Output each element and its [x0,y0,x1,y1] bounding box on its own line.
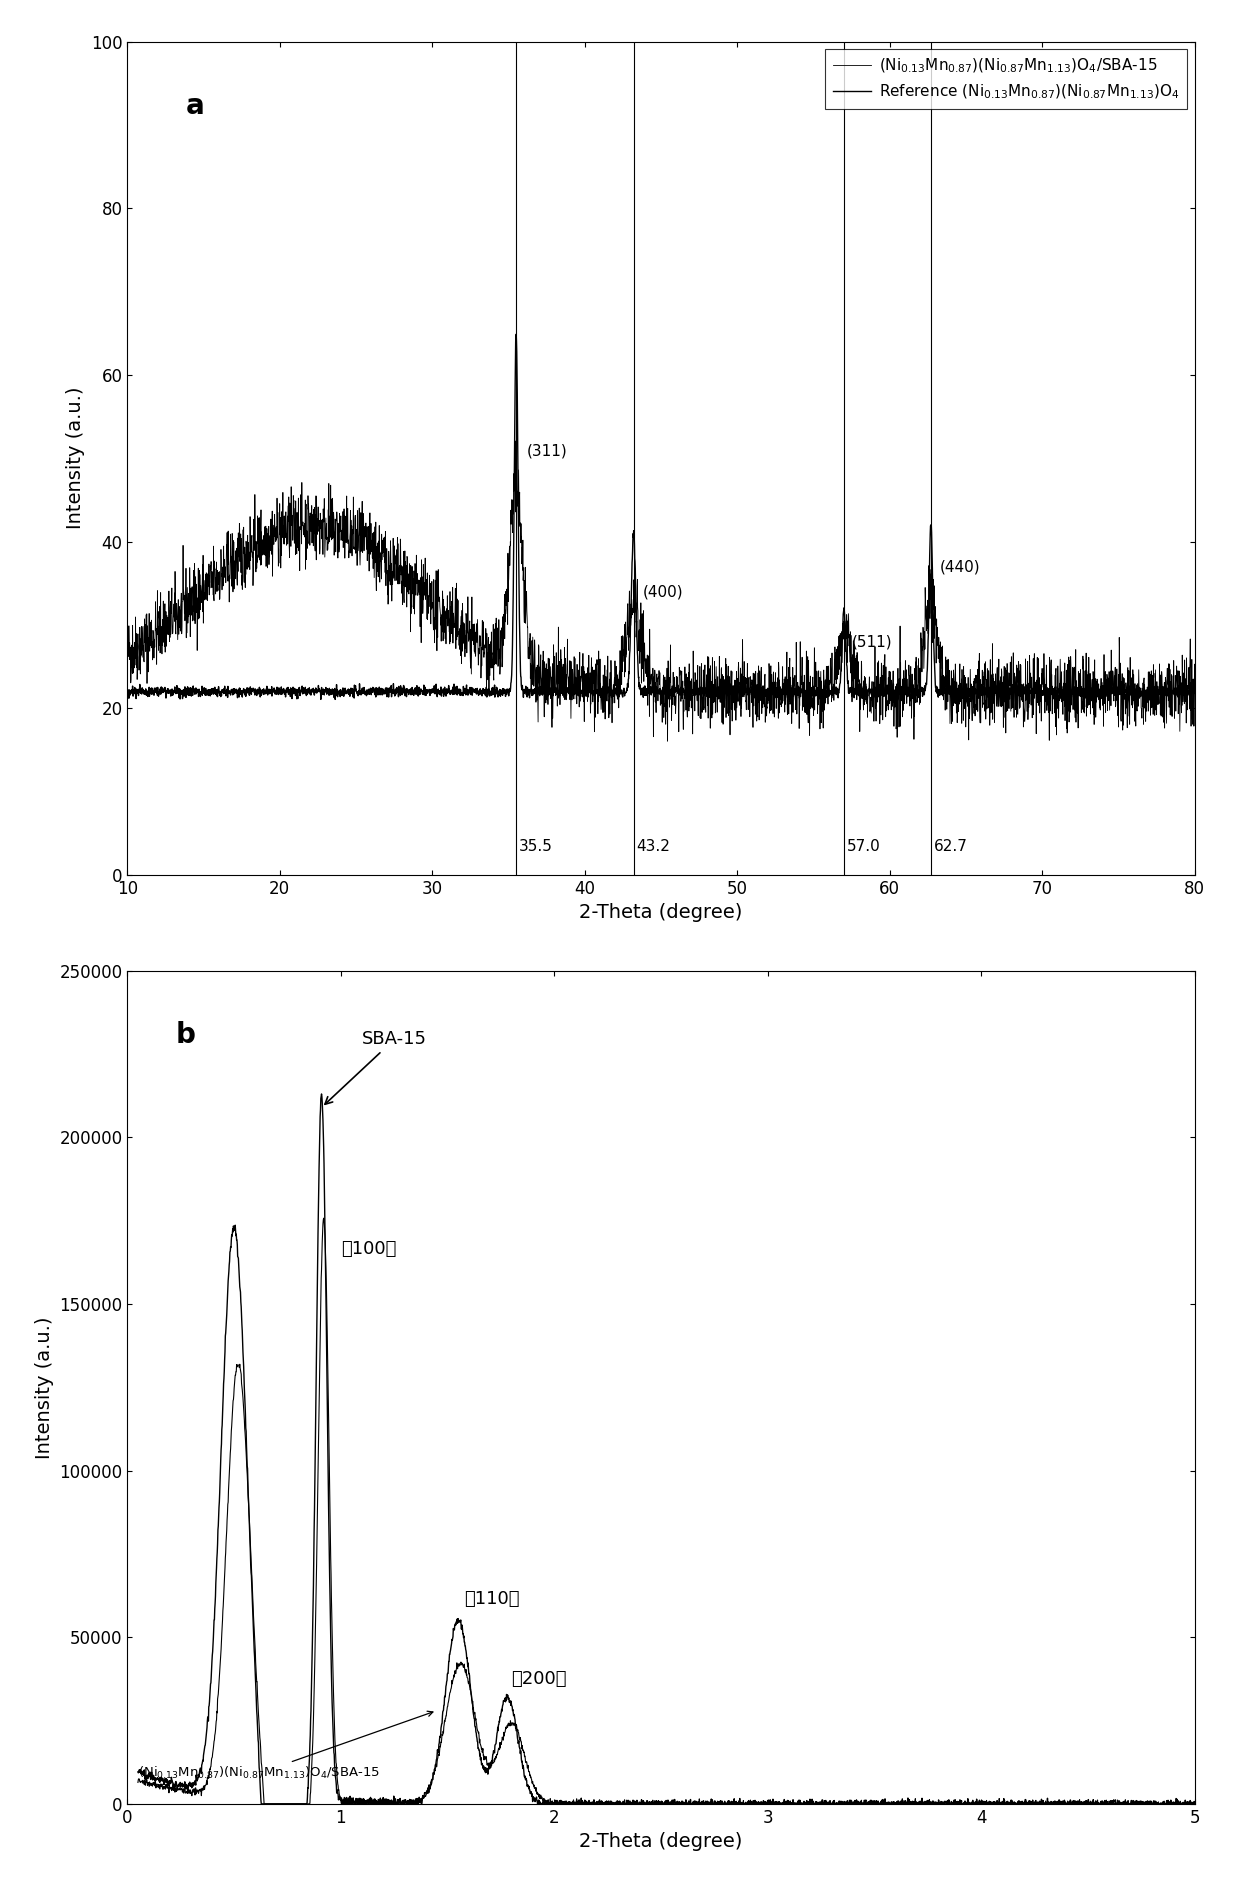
Reference (Ni$_{0.13}$Mn$_{0.87}$)(Ni$_{0.87}$Mn$_{1.13}$)O$_4$ [1188,675,1203,698]
Y-axis label: Intensity (a.u.): Intensity (a.u.) [66,387,86,530]
Text: (311): (311) [527,443,568,458]
Text: (511): (511) [852,636,893,651]
Text: 62.7: 62.7 [934,839,968,854]
Reference (Ni$_{0.13}$Mn$_{0.87}$)(Ni$_{0.87}$Mn$_{1.13}$)O$_4$ [1154,681,1169,703]
(Ni$_{0.13}$Mn$_{0.87}$)(Ni$_{0.87}$Mn$_{1.13}$)O$_4$/SBA-15 [1188,673,1203,696]
Reference (Ni$_{0.13}$Mn$_{0.87}$)(Ni$_{0.87}$Mn$_{1.13}$)O$_4$ [1102,683,1117,705]
Legend: (Ni$_{0.13}$Mn$_{0.87}$)(Ni$_{0.87}$Mn$_{1.13}$)O$_4$/SBA-15, Reference (Ni$_{0.: (Ni$_{0.13}$Mn$_{0.87}$)(Ni$_{0.87}$Mn$_… [826,49,1187,109]
Text: (Ni$_{0.13}$Mn$_{0.87}$)(Ni$_{0.87}$Mn$_{1.13}$)O$_4$/SBA-15: (Ni$_{0.13}$Mn$_{0.87}$)(Ni$_{0.87}$Mn$_… [138,1711,433,1780]
(Ni$_{0.13}$Mn$_{0.87}$)(Ni$_{0.87}$Mn$_{1.13}$)O$_4$/SBA-15 [895,700,910,722]
Text: a: a [186,92,205,119]
Reference (Ni$_{0.13}$Mn$_{0.87}$)(Ni$_{0.87}$Mn$_{1.13}$)O$_4$ [627,547,642,570]
Text: （100）: （100） [341,1241,396,1258]
(Ni$_{0.13}$Mn$_{0.87}$)(Ni$_{0.87}$Mn$_{1.13}$)O$_4$/SBA-15 [660,730,675,753]
Reference (Ni$_{0.13}$Mn$_{0.87}$)(Ni$_{0.87}$Mn$_{1.13}$)O$_4$ [508,323,523,345]
Reference (Ni$_{0.13}$Mn$_{0.87}$)(Ni$_{0.87}$Mn$_{1.13}$)O$_4$ [577,679,591,702]
(Ni$_{0.13}$Mn$_{0.87}$)(Ni$_{0.87}$Mn$_{1.13}$)O$_4$/SBA-15 [577,660,591,683]
Y-axis label: Intensity (a.u.): Intensity (a.u.) [35,1316,53,1458]
Reference (Ni$_{0.13}$Mn$_{0.87}$)(Ni$_{0.87}$Mn$_{1.13}$)O$_4$ [895,683,910,705]
Text: 43.2: 43.2 [636,839,671,854]
Text: 57.0: 57.0 [847,839,880,854]
Text: (400): (400) [642,585,683,600]
Text: 35.5: 35.5 [520,839,553,854]
(Ni$_{0.13}$Mn$_{0.87}$)(Ni$_{0.87}$Mn$_{1.13}$)O$_4$/SBA-15 [1154,705,1169,728]
Text: b: b [175,1020,195,1049]
X-axis label: 2-Theta (degree): 2-Theta (degree) [579,903,743,922]
(Ni$_{0.13}$Mn$_{0.87}$)(Ni$_{0.87}$Mn$_{1.13}$)O$_4$/SBA-15 [569,673,584,696]
(Ni$_{0.13}$Mn$_{0.87}$)(Ni$_{0.87}$Mn$_{1.13}$)O$_4$/SBA-15 [507,430,522,453]
Reference (Ni$_{0.13}$Mn$_{0.87}$)(Ni$_{0.87}$Mn$_{1.13}$)O$_4$ [569,681,584,703]
Reference (Ni$_{0.13}$Mn$_{0.87}$)(Ni$_{0.87}$Mn$_{1.13}$)O$_4$ [1084,690,1099,713]
Text: （200）: （200） [512,1669,567,1688]
Text: (440): (440) [940,560,981,575]
(Ni$_{0.13}$Mn$_{0.87}$)(Ni$_{0.87}$Mn$_{1.13}$)O$_4$/SBA-15 [1102,681,1117,703]
X-axis label: 2-Theta (degree): 2-Theta (degree) [579,1833,743,1852]
Text: （110）: （110） [465,1590,520,1609]
(Ni$_{0.13}$Mn$_{0.87}$)(Ni$_{0.87}$Mn$_{1.13}$)O$_4$/SBA-15 [120,634,135,656]
Reference (Ni$_{0.13}$Mn$_{0.87}$)(Ni$_{0.87}$Mn$_{1.13}$)O$_4$ [120,683,135,705]
(Ni$_{0.13}$Mn$_{0.87}$)(Ni$_{0.87}$Mn$_{1.13}$)O$_4$/SBA-15 [627,602,642,624]
Text: SBA-15: SBA-15 [325,1030,427,1105]
Line: Reference (Ni$_{0.13}$Mn$_{0.87}$)(Ni$_{0.87}$Mn$_{1.13}$)O$_4$: Reference (Ni$_{0.13}$Mn$_{0.87}$)(Ni$_{… [128,334,1195,702]
Line: (Ni$_{0.13}$Mn$_{0.87}$)(Ni$_{0.87}$Mn$_{1.13}$)O$_4$/SBA-15: (Ni$_{0.13}$Mn$_{0.87}$)(Ni$_{0.87}$Mn$_… [128,441,1195,741]
